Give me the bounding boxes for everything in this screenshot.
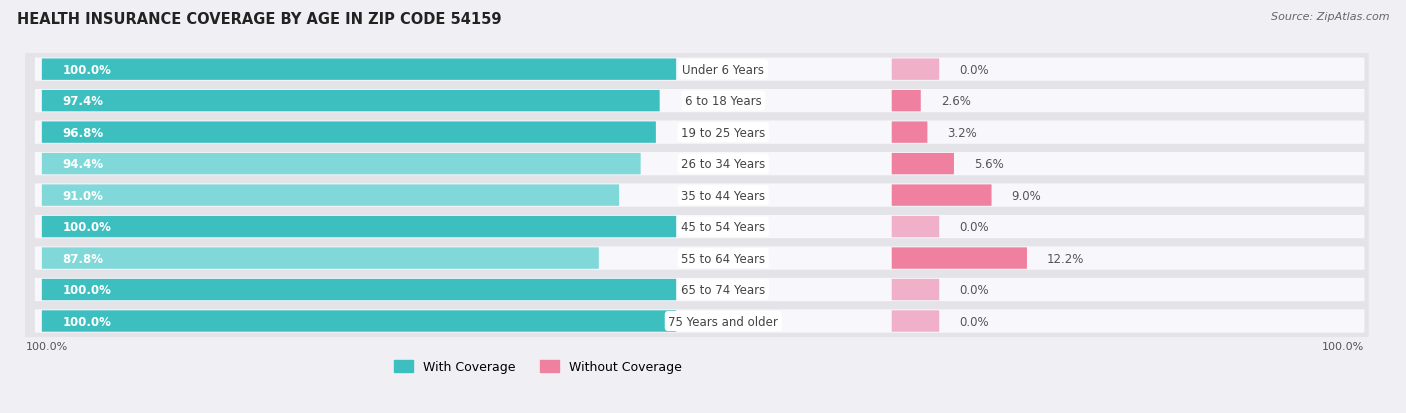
Text: 100.0%: 100.0% bbox=[62, 283, 111, 296]
Text: 26 to 34 Years: 26 to 34 Years bbox=[681, 158, 765, 171]
FancyBboxPatch shape bbox=[35, 184, 1364, 207]
FancyBboxPatch shape bbox=[42, 185, 619, 206]
Text: 0.0%: 0.0% bbox=[959, 221, 988, 233]
Text: 75 Years and older: 75 Years and older bbox=[668, 315, 778, 328]
FancyBboxPatch shape bbox=[891, 91, 921, 112]
Text: 100.0%: 100.0% bbox=[25, 342, 67, 351]
Text: 3.2%: 3.2% bbox=[948, 126, 977, 139]
FancyBboxPatch shape bbox=[35, 152, 1364, 176]
FancyBboxPatch shape bbox=[891, 154, 953, 175]
FancyBboxPatch shape bbox=[42, 279, 676, 301]
FancyBboxPatch shape bbox=[891, 279, 939, 301]
FancyBboxPatch shape bbox=[25, 211, 1369, 243]
Text: 9.0%: 9.0% bbox=[1012, 189, 1042, 202]
FancyBboxPatch shape bbox=[25, 180, 1369, 211]
Text: 97.4%: 97.4% bbox=[62, 95, 103, 108]
Text: 91.0%: 91.0% bbox=[62, 189, 103, 202]
Text: 96.8%: 96.8% bbox=[62, 126, 103, 139]
FancyBboxPatch shape bbox=[35, 278, 1364, 301]
Text: 0.0%: 0.0% bbox=[959, 315, 988, 328]
FancyBboxPatch shape bbox=[25, 117, 1369, 149]
FancyBboxPatch shape bbox=[891, 248, 1026, 269]
Text: 2.6%: 2.6% bbox=[941, 95, 970, 108]
Text: 6 to 18 Years: 6 to 18 Years bbox=[685, 95, 762, 108]
Text: HEALTH INSURANCE COVERAGE BY AGE IN ZIP CODE 54159: HEALTH INSURANCE COVERAGE BY AGE IN ZIP … bbox=[17, 12, 502, 27]
FancyBboxPatch shape bbox=[891, 216, 939, 238]
Text: 100.0%: 100.0% bbox=[1322, 342, 1364, 351]
FancyBboxPatch shape bbox=[42, 154, 641, 175]
FancyBboxPatch shape bbox=[25, 242, 1369, 275]
FancyBboxPatch shape bbox=[42, 122, 655, 143]
FancyBboxPatch shape bbox=[25, 274, 1369, 306]
FancyBboxPatch shape bbox=[25, 54, 1369, 86]
FancyBboxPatch shape bbox=[891, 185, 991, 206]
FancyBboxPatch shape bbox=[891, 59, 939, 81]
FancyBboxPatch shape bbox=[35, 247, 1364, 270]
FancyBboxPatch shape bbox=[25, 85, 1369, 117]
Text: 100.0%: 100.0% bbox=[62, 315, 111, 328]
FancyBboxPatch shape bbox=[25, 148, 1369, 180]
Text: 5.6%: 5.6% bbox=[974, 158, 1004, 171]
FancyBboxPatch shape bbox=[35, 216, 1364, 239]
FancyBboxPatch shape bbox=[891, 311, 939, 332]
Text: 35 to 44 Years: 35 to 44 Years bbox=[681, 189, 765, 202]
FancyBboxPatch shape bbox=[42, 59, 676, 81]
FancyBboxPatch shape bbox=[42, 311, 676, 332]
Text: Under 6 Years: Under 6 Years bbox=[682, 64, 765, 76]
FancyBboxPatch shape bbox=[42, 91, 659, 112]
Text: 0.0%: 0.0% bbox=[959, 64, 988, 76]
Text: 100.0%: 100.0% bbox=[62, 221, 111, 233]
Text: 12.2%: 12.2% bbox=[1047, 252, 1084, 265]
FancyBboxPatch shape bbox=[35, 310, 1364, 333]
Text: 45 to 54 Years: 45 to 54 Years bbox=[681, 221, 765, 233]
FancyBboxPatch shape bbox=[42, 216, 676, 238]
FancyBboxPatch shape bbox=[25, 305, 1369, 337]
Legend: With Coverage, Without Coverage: With Coverage, Without Coverage bbox=[389, 355, 686, 378]
Text: 100.0%: 100.0% bbox=[62, 64, 111, 76]
FancyBboxPatch shape bbox=[35, 90, 1364, 113]
Text: Source: ZipAtlas.com: Source: ZipAtlas.com bbox=[1271, 12, 1389, 22]
Text: 55 to 64 Years: 55 to 64 Years bbox=[681, 252, 765, 265]
Text: 87.8%: 87.8% bbox=[62, 252, 103, 265]
FancyBboxPatch shape bbox=[35, 121, 1364, 145]
FancyBboxPatch shape bbox=[42, 248, 599, 269]
FancyBboxPatch shape bbox=[891, 122, 928, 143]
Text: 19 to 25 Years: 19 to 25 Years bbox=[681, 126, 765, 139]
FancyBboxPatch shape bbox=[35, 58, 1364, 82]
Text: 0.0%: 0.0% bbox=[959, 283, 988, 296]
Text: 65 to 74 Years: 65 to 74 Years bbox=[681, 283, 765, 296]
Text: 94.4%: 94.4% bbox=[62, 158, 103, 171]
